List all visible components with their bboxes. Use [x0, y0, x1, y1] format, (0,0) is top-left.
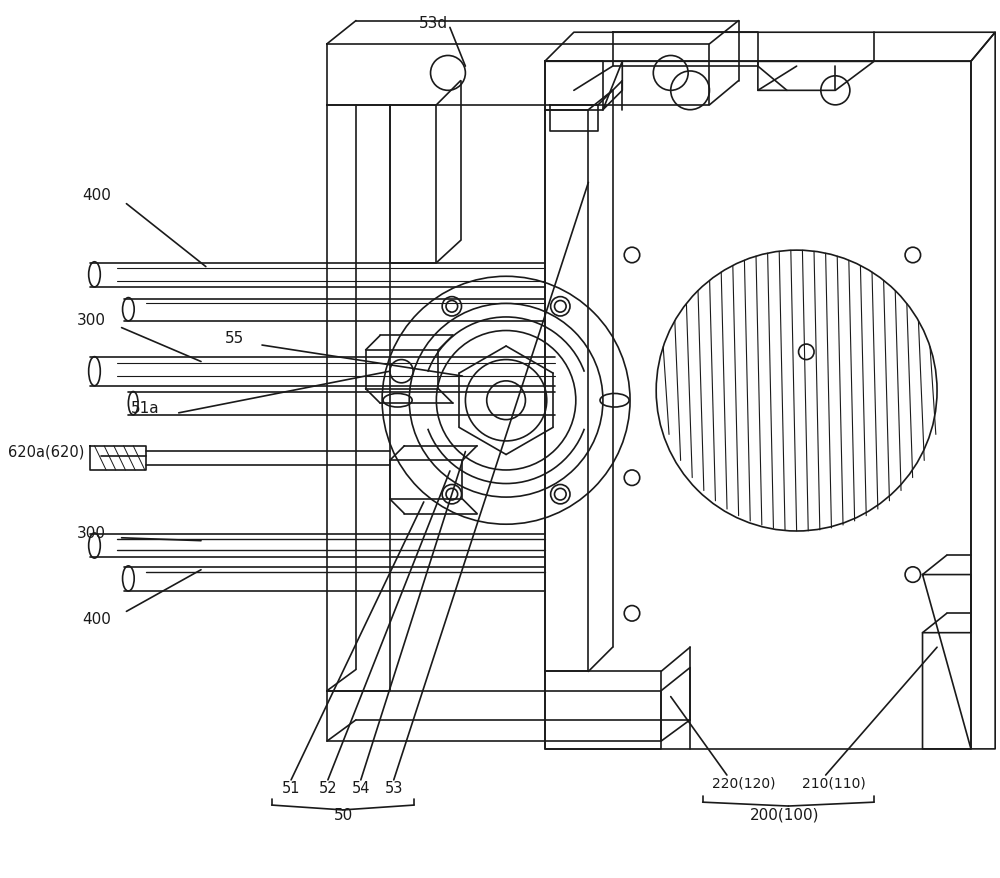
Text: 400: 400 — [82, 611, 111, 626]
Text: 50: 50 — [334, 808, 353, 823]
Text: 400: 400 — [82, 188, 111, 203]
Text: 220(120): 220(120) — [712, 776, 775, 790]
Text: 53: 53 — [385, 781, 403, 795]
Text: 53d: 53d — [419, 16, 448, 31]
Text: 51a: 51a — [131, 400, 159, 415]
Text: 620a(620): 620a(620) — [8, 443, 85, 458]
Text: 55: 55 — [225, 330, 245, 345]
Text: 300: 300 — [77, 526, 106, 541]
Text: 52: 52 — [319, 781, 337, 795]
Text: 210(110): 210(110) — [802, 776, 865, 790]
Text: 300: 300 — [77, 313, 106, 328]
Text: 54: 54 — [352, 781, 370, 795]
Text: 200(100): 200(100) — [750, 806, 820, 821]
Text: 51: 51 — [282, 781, 300, 795]
